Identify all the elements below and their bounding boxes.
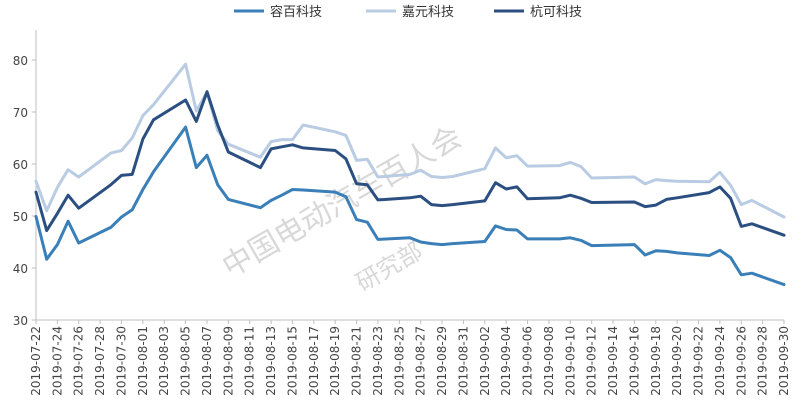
x-tick-label: 2019-08-07 [200,326,214,396]
x-tick-label: 2019-08-05 [179,326,193,396]
x-tick-label: 2019-08-03 [157,326,171,396]
legend-label-1: 容百科技 [270,4,322,20]
x-tick-label: 2019-09-16 [627,326,641,396]
x-tick-label: 2019-08-21 [350,326,364,396]
x-tick-label: 2019-08-23 [371,326,385,396]
watermark: 中国电动汽车百人会 研究部 [217,120,468,298]
series-line-2 [34,62,786,219]
y-tick-label: 70 [13,106,28,120]
x-tick-label: 2019-09-02 [478,326,492,396]
series-line-3 [34,90,786,237]
x-tick-label: 2019-09-06 [521,326,535,396]
x-tick-label: 2019-09-28 [756,326,770,396]
x-tick-label: 2019-08-17 [307,326,321,396]
y-tick-label: 80 [13,54,28,68]
x-tick-label: 2019-08-15 [285,326,299,396]
x-tick-label: 2019-08-19 [328,326,342,396]
x-tick-label: 2019-07-28 [93,326,107,396]
watermark-line2: 研究部 [351,237,427,297]
x-tick-label: 2019-09-30 [777,326,791,396]
x-tick-label: 2019-08-11 [243,326,257,396]
x-tick-label: 2019-08-29 [435,326,449,396]
x-tick-label: 2019-08-01 [136,326,150,396]
x-tick-label: 2019-08-09 [221,326,235,396]
x-tick-label: 2019-09-24 [713,326,727,396]
y-tick-label: 50 [13,210,28,224]
x-tick-label: 2019-09-04 [499,326,513,396]
x-tick-label: 2019-09-20 [670,326,684,396]
y-tick-label: 40 [13,262,28,276]
x-tick-label: 2019-07-30 [114,326,128,396]
x-tick-label: 2019-07-26 [72,326,86,396]
axes: 30 40 50 60 70 80 2019-07-22 2019-07-24 2019-07-… [13,30,791,396]
x-tick-label: 2019-08-25 [392,326,406,396]
y-tick-label: 60 [13,158,28,172]
legend-label-2: 嘉元科技 [402,5,454,20]
x-tick-label: 2019-09-18 [649,326,663,396]
x-tick-label: 2019-09-22 [692,326,706,396]
x-tick-label: 2019-08-27 [414,326,428,396]
x-tick-label: 2019-09-12 [585,326,599,396]
legend: 容百科技 嘉元科技 杭可科技 [234,4,582,20]
legend-label-3: 杭可科技 [530,5,582,20]
series-line-1 [34,125,786,287]
x-tick-label: 2019-09-10 [563,326,577,396]
y-tick-label: 30 [13,314,28,328]
x-tick-label: 2019-07-24 [50,326,64,396]
x-tick-label: 2019-08-31 [456,326,470,396]
x-tick-label: 2019-08-13 [264,326,278,396]
x-tick-label: 2019-09-26 [734,326,748,396]
series-layer [34,62,786,287]
x-tick-label: 2019-09-14 [606,326,620,396]
x-tick-label: 2019-09-08 [542,326,556,396]
x-tick-label: 2019-07-22 [29,326,43,396]
